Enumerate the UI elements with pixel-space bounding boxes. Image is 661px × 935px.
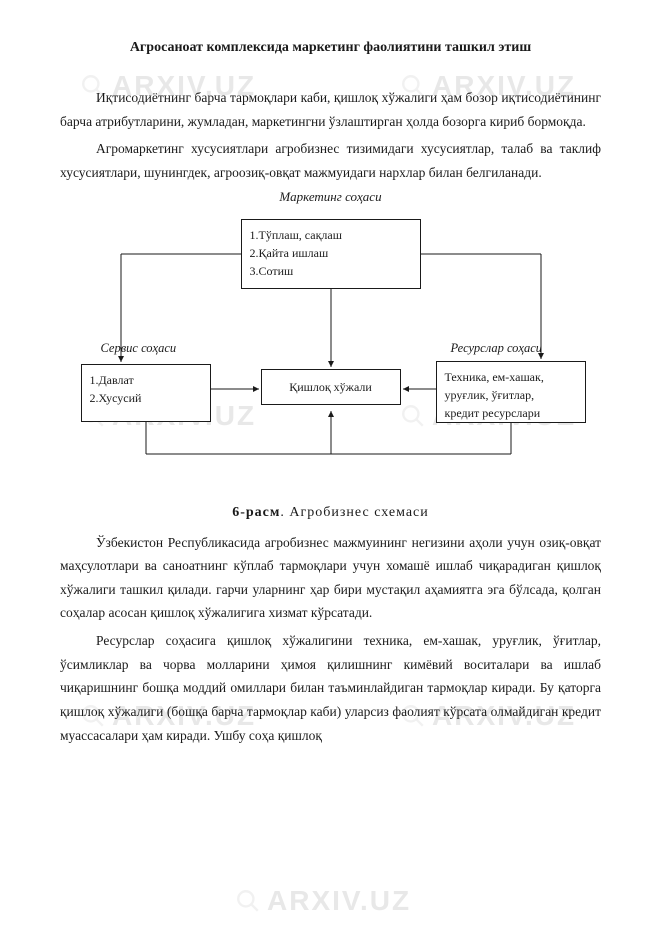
agrobusiness-diagram: 1.Тўплаш, сақлаш 2.Қайта ишлаш 3.Сотиш Қ…: [81, 219, 581, 499]
diagram-top-box: 1.Тўплаш, сақлаш 2.Қайта ишлаш 3.Сотиш: [241, 219, 421, 289]
watermark: ARXIV.UZ: [235, 885, 411, 917]
diagram-center-box: Қишлоқ хўжали: [261, 369, 401, 405]
paragraph-4: Ресурслар соҳасига қишлоқ хўжалигини тех…: [60, 629, 601, 747]
top-box-line2: 2.Қайта ишлаш: [250, 244, 412, 262]
paragraph-2: Агромаркетинг хусусиятлари агробизнес ти…: [60, 137, 601, 184]
caption-bold: 6-расм: [232, 505, 280, 520]
diagram-caption: 6-расм. Агробизнес схемаси: [60, 505, 601, 521]
right-box-line2: уруғлик, ўғитлар,: [445, 386, 577, 404]
diagram-title: Маркетинг соҳаси: [60, 189, 601, 205]
right-box-line3: кредит ресурслари: [445, 404, 577, 422]
paragraph-1: Иқтисодиётнинг барча тармоқлари каби, қи…: [60, 86, 601, 133]
left-box-line1: 1.Давлат: [90, 371, 202, 389]
page-title: Агросаноат комплексида маркетинг фаолият…: [60, 40, 601, 56]
caption-rest: . Агробизнес схемаси: [280, 505, 428, 520]
diagram-right-box: Техника, ем-хашак, уруғлик, ўғитлар, кре…: [436, 361, 586, 423]
diagram-label-right: Ресурслар соҳаси: [451, 341, 543, 356]
left-box-line2: 2.Хусусий: [90, 389, 202, 407]
top-box-line3: 3.Сотиш: [250, 262, 412, 280]
diagram-left-box: 1.Давлат 2.Хусусий: [81, 364, 211, 422]
right-box-line1: Техника, ем-хашак,: [445, 368, 577, 386]
diagram-label-left: Сервис соҳаси: [101, 341, 177, 356]
paragraph-3: Ўзбекистон Республикасида агробизнес маж…: [60, 531, 601, 626]
top-box-line1: 1.Тўплаш, сақлаш: [250, 226, 412, 244]
